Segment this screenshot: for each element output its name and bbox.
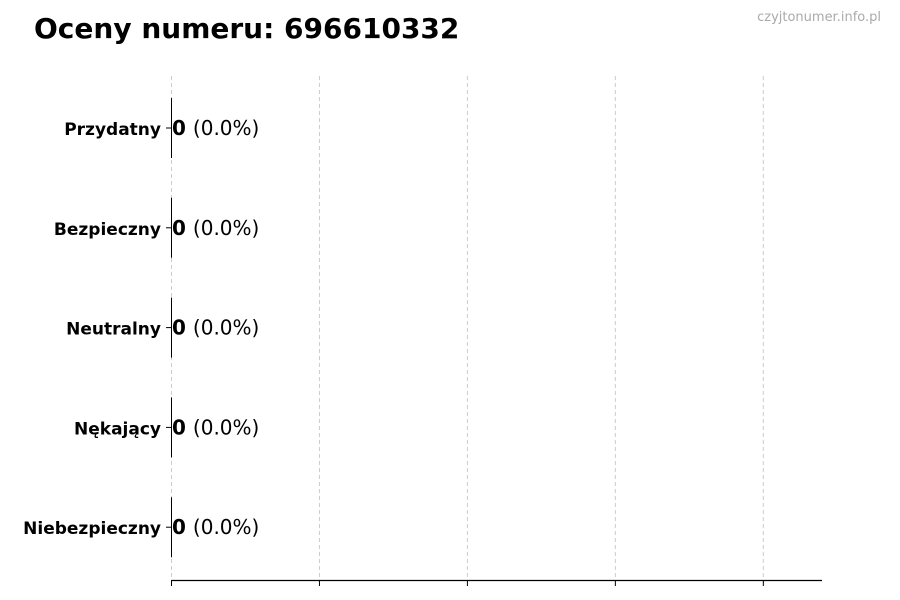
data-label-count: 0 [172,316,186,340]
data-label: 0 (0.0%) [172,316,259,340]
data-label: 0 (0.0%) [172,116,259,140]
category-label: Przydatny [64,120,161,140]
data-label-count: 0 [172,116,186,140]
data-label-percent: (0.0%) [193,415,259,439]
category-label: Niebezpieczny [23,519,161,539]
category-label: Bezpieczny [54,220,161,240]
chart-title: Oceny numeru: 696610332 [34,12,460,45]
data-label-percent: (0.0%) [193,316,259,340]
data-label-count: 0 [172,415,186,439]
data-label-percent: (0.0%) [193,116,259,140]
data-label: 0 (0.0%) [172,415,259,439]
watermark: czyjtonumer.info.pl [757,10,881,25]
data-label: 0 (0.0%) [172,515,259,539]
category-label: Neutralny [66,320,161,340]
data-label-count: 0 [172,216,186,240]
data-label-percent: (0.0%) [193,216,259,240]
category-label: Nękający [74,419,161,439]
data-label-percent: (0.0%) [193,515,259,539]
data-label-count: 0 [172,515,186,539]
data-label: 0 (0.0%) [172,216,259,240]
